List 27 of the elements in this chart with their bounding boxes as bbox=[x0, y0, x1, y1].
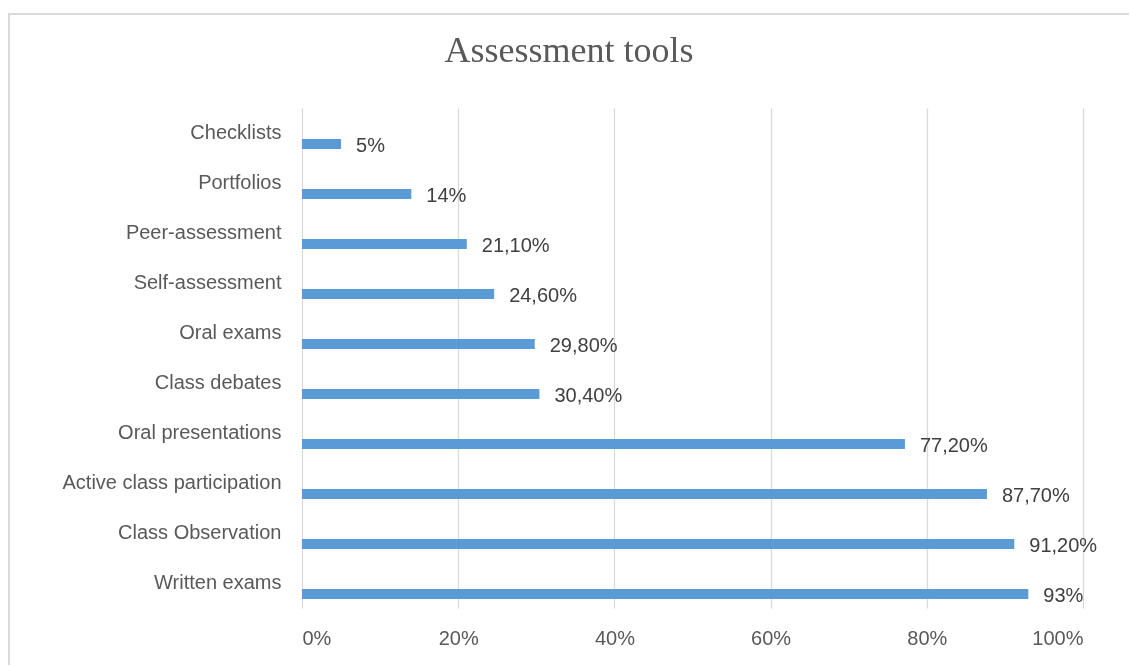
data-label: 91,20% bbox=[1029, 534, 1098, 556]
data-label: 14% bbox=[426, 184, 467, 206]
data-label: 30,40% bbox=[554, 384, 623, 406]
data-label: 77,20% bbox=[919, 434, 988, 456]
data-label: 24,60% bbox=[509, 284, 578, 306]
data-label: 21,10% bbox=[481, 234, 550, 256]
y-tick-label: Self-assessment bbox=[133, 271, 282, 293]
x-tick-label: 20% bbox=[438, 626, 479, 649]
x-tick-label: 0% bbox=[302, 626, 332, 649]
y-tick-label: Class Observation bbox=[118, 521, 282, 543]
y-tick-label: Active class participation bbox=[62, 471, 282, 493]
x-tick-label: 80% bbox=[907, 626, 948, 649]
data-label: 5% bbox=[356, 134, 386, 156]
chart-title: Assessment tools bbox=[444, 30, 694, 70]
y-tick-label: Oral exams bbox=[179, 321, 282, 343]
y-tick-label: Written exams bbox=[154, 571, 282, 593]
x-tick-label: 100% bbox=[1032, 626, 1084, 649]
y-tick-label: Checklists bbox=[190, 121, 282, 143]
y-tick-label: Class debates bbox=[154, 371, 282, 393]
data-label: 93% bbox=[1043, 584, 1084, 606]
y-tick-label: Oral presentations bbox=[118, 421, 282, 443]
y-tick-label: Peer-assessment bbox=[125, 221, 282, 243]
data-label: 87,70% bbox=[1001, 484, 1070, 506]
y-tick-label: Portfolios bbox=[198, 171, 282, 193]
data-label: 29,80% bbox=[549, 334, 618, 356]
x-tick-label: 60% bbox=[751, 626, 792, 649]
x-tick-label: 40% bbox=[594, 626, 636, 649]
